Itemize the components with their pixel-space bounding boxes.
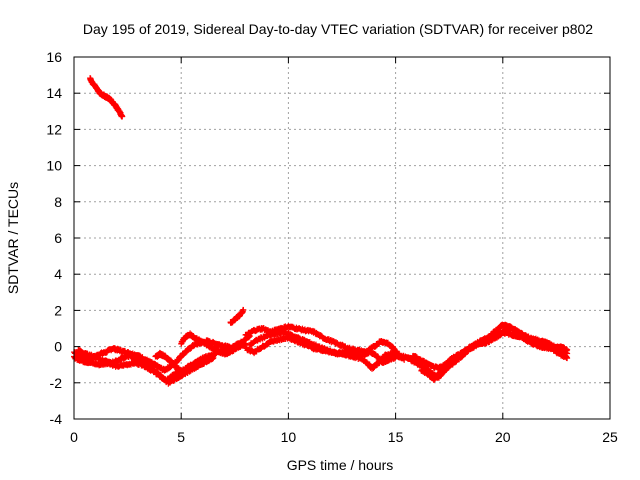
x-tick-label: 25	[602, 429, 618, 445]
y-axis: -4 -2 0 2 4 6 8 10 12 14 16	[46, 49, 610, 427]
y-tick-label: -2	[50, 375, 63, 391]
data-points	[71, 75, 571, 387]
x-axis-label: GPS time / hours	[287, 457, 394, 473]
y-tick-label: 12	[46, 121, 62, 137]
data-point	[119, 113, 126, 120]
data-point	[178, 367, 185, 374]
y-tick-label: 6	[54, 230, 62, 246]
x-tick-label: 15	[388, 429, 404, 445]
y-tick-label: 10	[46, 158, 62, 174]
y-tick-label: 2	[54, 302, 62, 318]
data-point	[564, 355, 571, 362]
x-tick-label: 0	[70, 429, 78, 445]
data-point	[392, 354, 399, 361]
data-point	[564, 346, 571, 353]
x-axis: 0 5 10 15 20 25	[70, 57, 618, 445]
y-axis-label: SDTVAR / TECUs	[5, 182, 21, 294]
grid-lines	[74, 57, 610, 419]
chart-title: Day 195 of 2019, Sidereal Day-to-day VTE…	[83, 21, 593, 37]
y-tick-label: 14	[46, 85, 62, 101]
y-tick-label: 0	[54, 339, 62, 355]
y-tick-label: 8	[54, 194, 62, 210]
data-point	[210, 354, 217, 361]
data-point	[240, 306, 247, 313]
x-tick-label: 10	[281, 429, 297, 445]
y-tick-label: 16	[46, 49, 62, 65]
y-tick-label: -4	[50, 411, 63, 427]
y-tick-label: 4	[54, 266, 62, 282]
x-tick-label: 20	[495, 429, 511, 445]
x-tick-label: 5	[177, 429, 185, 445]
